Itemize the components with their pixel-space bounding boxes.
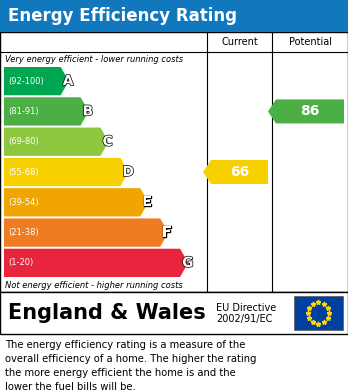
Text: (1-20): (1-20) xyxy=(8,258,33,267)
Text: EU Directive: EU Directive xyxy=(216,303,276,313)
Text: 86: 86 xyxy=(300,104,320,118)
Text: (69-80): (69-80) xyxy=(8,137,39,146)
Polygon shape xyxy=(4,127,109,156)
Text: The energy efficiency rating is a measure of the
overall efficiency of a home. T: The energy efficiency rating is a measur… xyxy=(5,340,256,391)
Polygon shape xyxy=(4,219,168,247)
Text: F: F xyxy=(162,226,172,240)
Bar xyxy=(294,296,343,330)
Text: (21-38): (21-38) xyxy=(8,228,39,237)
Text: G: G xyxy=(182,256,193,270)
Text: (81-91): (81-91) xyxy=(8,107,39,116)
Text: B: B xyxy=(82,104,93,118)
Polygon shape xyxy=(4,158,128,186)
Text: (92-100): (92-100) xyxy=(8,77,44,86)
Text: 2002/91/EC: 2002/91/EC xyxy=(216,314,272,324)
Polygon shape xyxy=(4,97,89,126)
Polygon shape xyxy=(4,188,148,217)
Bar xyxy=(0,292,348,334)
Polygon shape xyxy=(4,67,69,95)
Text: England & Wales: England & Wales xyxy=(8,303,206,323)
Text: (39-54): (39-54) xyxy=(8,198,39,207)
Polygon shape xyxy=(4,249,188,277)
Text: C: C xyxy=(103,135,113,149)
Polygon shape xyxy=(203,160,268,184)
Text: Very energy efficient - lower running costs: Very energy efficient - lower running co… xyxy=(5,54,183,63)
Text: Energy Efficiency Rating: Energy Efficiency Rating xyxy=(8,7,237,25)
Text: 66: 66 xyxy=(230,165,249,179)
Text: Potential: Potential xyxy=(288,37,332,47)
Polygon shape xyxy=(268,99,344,124)
Text: Current: Current xyxy=(221,37,258,47)
Bar xyxy=(0,32,348,292)
Text: E: E xyxy=(142,195,152,209)
Text: A: A xyxy=(63,74,73,88)
Text: D: D xyxy=(122,165,134,179)
Bar xyxy=(0,0,348,32)
Text: Not energy efficient - higher running costs: Not energy efficient - higher running co… xyxy=(5,280,183,289)
Text: (55-68): (55-68) xyxy=(8,167,39,176)
